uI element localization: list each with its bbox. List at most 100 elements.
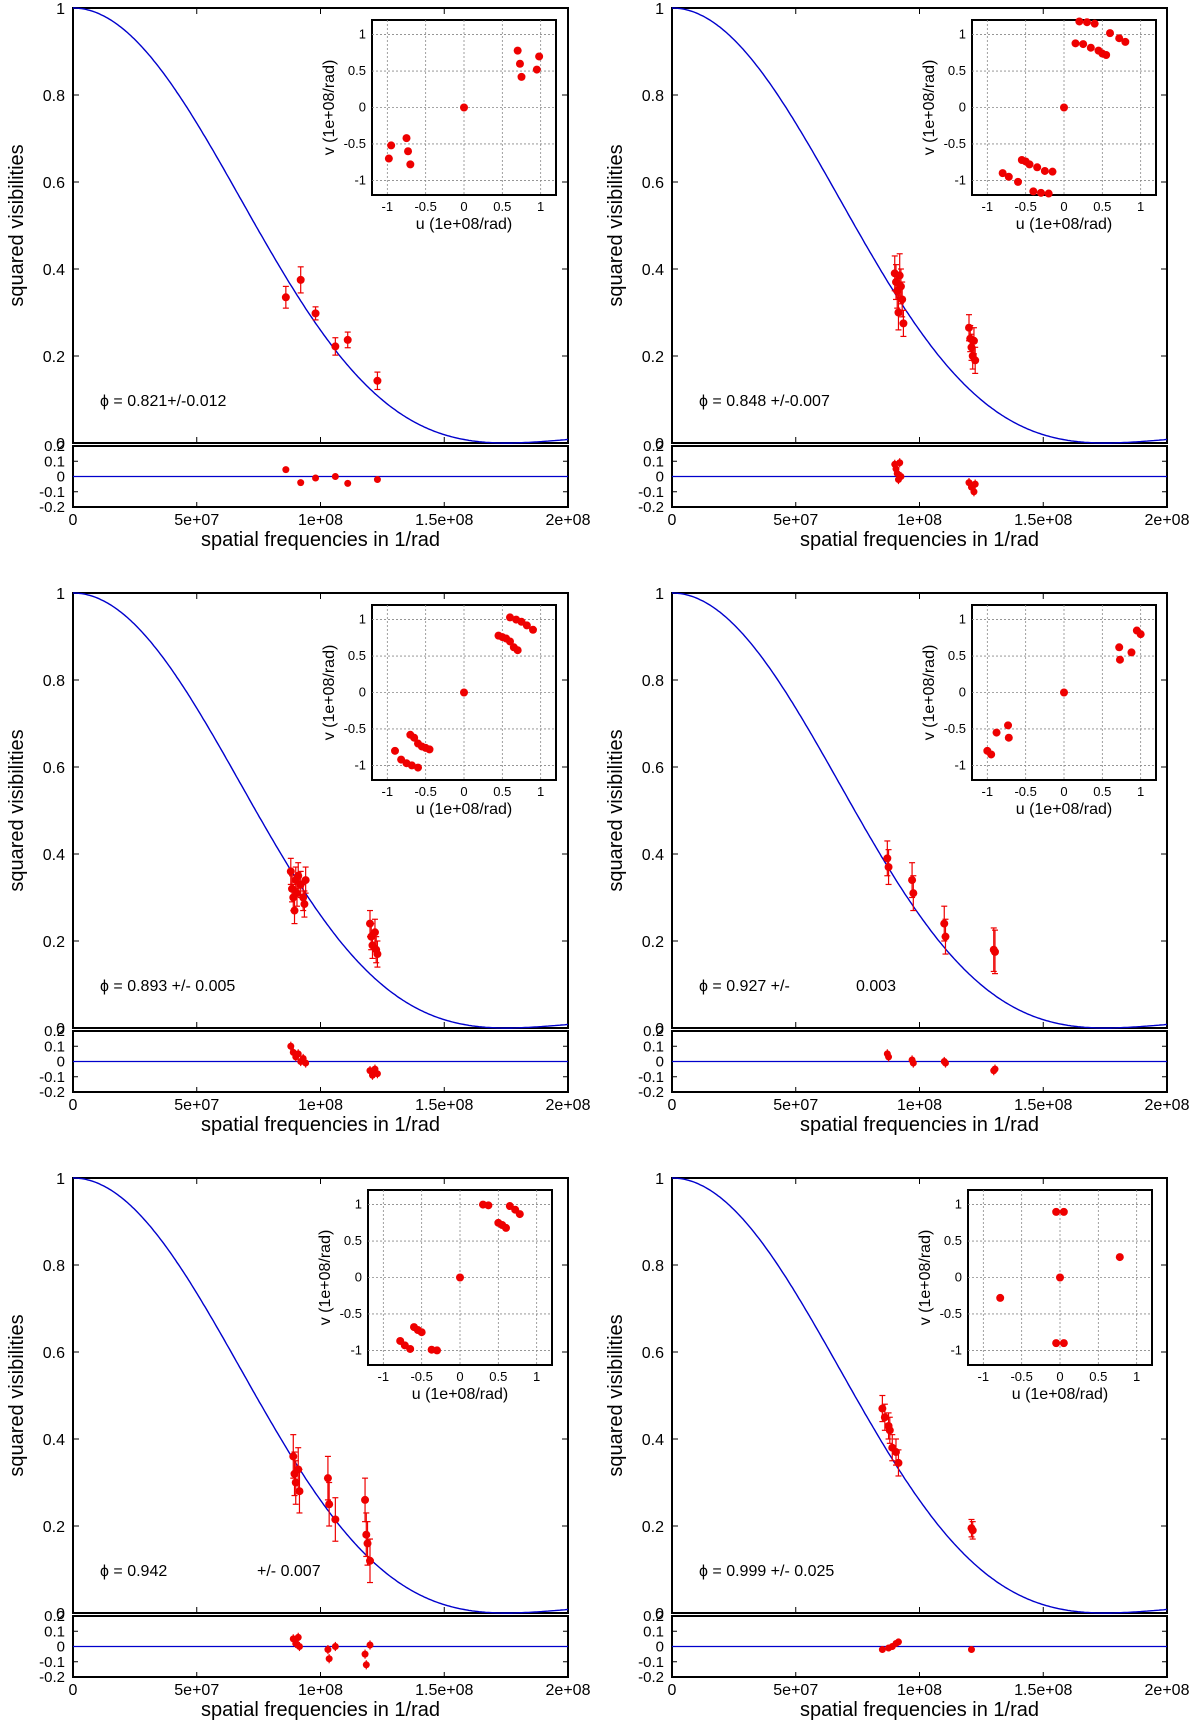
- uv-point: [1059, 1207, 1068, 1216]
- residual-y-tick-label: 0: [656, 1639, 664, 1656]
- residual-point: [885, 1053, 893, 1061]
- data-point: [301, 876, 310, 885]
- uv-point: [1033, 163, 1042, 172]
- residual-point: [878, 1646, 886, 1654]
- y-tick-label: 0.6: [642, 175, 664, 192]
- inset-y-tick-label: 0.5: [348, 648, 366, 663]
- inset-y-tick-label: -1: [350, 1342, 362, 1357]
- residual-y-tick-label: 0: [57, 1639, 65, 1656]
- residual-y-tick-label: 0: [656, 1054, 664, 1071]
- data-point: [323, 1474, 332, 1483]
- inset-x-tick-label: 1: [537, 199, 544, 214]
- data-point: [370, 928, 379, 937]
- residual-y-tick-label: -0.1: [638, 484, 664, 501]
- inset-y-label: v (1e+08/rad): [321, 645, 338, 741]
- uv-point: [1075, 17, 1084, 26]
- data-point: [331, 342, 340, 351]
- uv-point: [387, 141, 396, 150]
- inset-y-tick-label: 1: [359, 27, 366, 42]
- data-point: [296, 275, 305, 284]
- inset-y-tick-label: -0.5: [940, 1306, 962, 1321]
- data-point: [880, 1413, 889, 1422]
- y-tick-label: 0.2: [43, 349, 65, 366]
- inset-y-tick-label: 0.5: [348, 63, 366, 78]
- uv-point: [992, 728, 1001, 737]
- y-tick-label: 0.6: [43, 1345, 65, 1362]
- residual-point: [294, 1050, 302, 1058]
- uv-point: [1083, 18, 1091, 27]
- residual-y-tick-label: -0.1: [39, 484, 65, 501]
- x-tick-label: 5e+07: [773, 1682, 818, 1699]
- model-curve: [672, 1177, 1168, 1614]
- residual-y-tick-label: 0: [57, 1054, 65, 1071]
- residual-point: [325, 1655, 333, 1663]
- uv-point: [513, 646, 522, 655]
- uv-point: [427, 1345, 436, 1354]
- uv-point: [460, 103, 468, 112]
- x-tick-label: 1.5e+08: [415, 512, 473, 529]
- phi-annotation-error: +/- 0.007: [257, 1563, 321, 1580]
- data-point: [898, 295, 907, 304]
- residual-point: [991, 1065, 999, 1073]
- data-point: [343, 335, 352, 344]
- inset-y-label: v (1e+08/rad): [921, 60, 938, 156]
- inset-x-tick-label: 0.5: [493, 784, 511, 799]
- y-tick-label: 0: [56, 436, 65, 453]
- inset-x-tick-label: 1: [537, 784, 544, 799]
- inset-x-tick-label: 1: [1133, 1369, 1140, 1384]
- inset-x-label: u (1e+08/rad): [412, 1386, 509, 1403]
- uv-point: [1102, 51, 1111, 59]
- uv-point: [1004, 733, 1013, 742]
- x-tick-label: 1.5e+08: [1014, 1097, 1072, 1114]
- x-tick-label: 2e+08: [1145, 1682, 1190, 1699]
- uv-point: [1121, 37, 1130, 46]
- inset-x-label: u (1e+08/rad): [1016, 801, 1113, 818]
- inset-y-label: v (1e+08/rad): [921, 645, 938, 741]
- inset-x-tick-label: 0.5: [1089, 1369, 1107, 1384]
- uv-point: [1029, 187, 1038, 196]
- residual-point: [909, 1059, 917, 1067]
- inset-y-tick-label: 1: [955, 1197, 962, 1212]
- uv-point: [456, 1273, 464, 1282]
- residual-y-tick-label: 0.1: [643, 453, 664, 470]
- uv-point: [1004, 721, 1013, 730]
- y-tick-label: 0: [56, 1606, 65, 1623]
- y-tick-label: 0.2: [43, 934, 65, 951]
- uv-point: [384, 154, 393, 163]
- y-tick-label: 0.6: [43, 175, 65, 192]
- x-tick-label: 1e+08: [298, 1097, 343, 1114]
- y-tick-label: 1: [56, 1171, 65, 1188]
- residual-y-tick-label: 0.1: [44, 1038, 65, 1055]
- data-point: [300, 900, 309, 909]
- y-tick-label: 0.2: [642, 1519, 664, 1536]
- uv-point: [1004, 172, 1013, 181]
- uv-point: [406, 160, 415, 169]
- inset-y-tick-label: -0.5: [344, 721, 366, 736]
- uv-point: [515, 59, 524, 68]
- uv-point: [1115, 1253, 1124, 1262]
- uv-point: [535, 52, 544, 61]
- residual-y-tick-label: 0: [656, 469, 664, 486]
- uv-point: [1048, 167, 1057, 176]
- inset-y-tick-label: 1: [959, 612, 966, 627]
- data-point: [969, 336, 978, 345]
- x-tick-label: 1.5e+08: [415, 1682, 473, 1699]
- uv-point: [396, 1336, 405, 1345]
- x-axis-label: spatial frequencies in 1/rad: [800, 529, 1039, 551]
- data-point: [373, 950, 382, 959]
- data-point: [289, 1452, 298, 1461]
- inset-x-tick-label: -0.5: [1014, 784, 1036, 799]
- phi-annotation: ϕ = 0.999 +/- 0.025: [699, 1563, 834, 1580]
- uv-point: [1086, 43, 1095, 52]
- residual-y-tick-label: -0.1: [638, 1654, 664, 1671]
- inset-x-tick-label: -0.5: [414, 784, 436, 799]
- uv-point: [1115, 655, 1124, 664]
- residual-y-tick-label: 0.1: [643, 1623, 664, 1640]
- residual-point: [297, 479, 305, 487]
- inset-x-tick-label: 1: [1137, 784, 1144, 799]
- data-point: [899, 319, 908, 328]
- uv-point: [529, 625, 537, 634]
- inset-x-tick-label: 0: [1060, 199, 1067, 214]
- x-tick-label: 5e+07: [174, 1097, 219, 1114]
